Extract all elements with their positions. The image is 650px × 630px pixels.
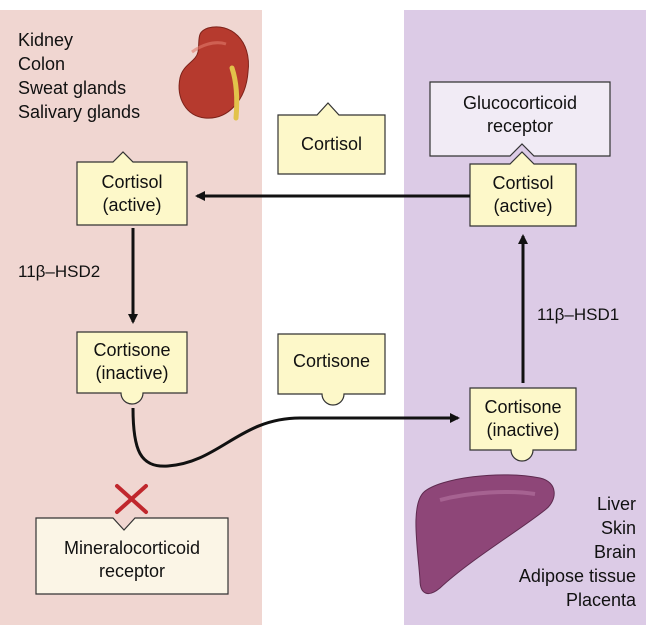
cortisol-active-left-label: Cortisol (active) xyxy=(101,172,163,215)
kidney-icon xyxy=(178,26,249,121)
tissue-brain: Brain xyxy=(593,542,636,562)
cortisone-inactive-right-label: Cortisone (inactive) xyxy=(484,397,562,440)
tissue-skin: Skin xyxy=(600,518,636,538)
left-tissue-list: Kidney Colon Sweat glands Salivary gland… xyxy=(18,28,140,124)
cortisol-middle-label: Cortisol xyxy=(300,134,362,154)
cortisone-middle-box xyxy=(277,333,386,406)
mineralocorticoid-receptor-box xyxy=(35,517,229,595)
cortisone-inactive-left-box xyxy=(76,331,188,405)
cortisol-middle-box xyxy=(277,102,386,175)
cortisone-middle-label: Cortisone xyxy=(292,351,371,371)
tissue-adipose: Adipose tissue xyxy=(518,566,636,586)
cortisol-active-right-box xyxy=(469,151,577,227)
cortisol-active-left-box xyxy=(76,151,188,226)
arrow-cortisone-transfer xyxy=(131,407,460,468)
tissue-kidney: Kidney xyxy=(18,30,74,50)
glucocorticoid-receptor-box xyxy=(429,81,611,157)
tissue-liver: Liver xyxy=(596,494,636,514)
glucocorticoid-receptor-label: Glucocorticoid receptor xyxy=(462,93,578,136)
right-tissue-list: Liver Skin Brain Adipose tissue Placenta xyxy=(519,492,636,612)
liver-icon xyxy=(415,474,555,595)
cortisol-active-right-label: Cortisol (active) xyxy=(492,173,554,216)
cortisone-inactive-left-label: Cortisone (inactive) xyxy=(93,340,171,383)
cortisone-inactive-right-box xyxy=(469,387,577,462)
tissue-colon: Colon xyxy=(18,54,66,74)
tissue-salivary-glands: Salivary glands xyxy=(18,102,141,122)
enzyme-hsd2-label: 11β–HSD2 xyxy=(18,262,101,281)
enzyme-hsd1-label: 11β–HSD1 xyxy=(537,305,620,324)
tissue-sweat-glands: Sweat glands xyxy=(18,78,127,98)
tissue-placenta: Placenta xyxy=(565,590,636,610)
mineralocorticoid-receptor-label: Mineralocorticoid receptor xyxy=(63,538,201,581)
blocked-x-icon xyxy=(115,484,148,514)
